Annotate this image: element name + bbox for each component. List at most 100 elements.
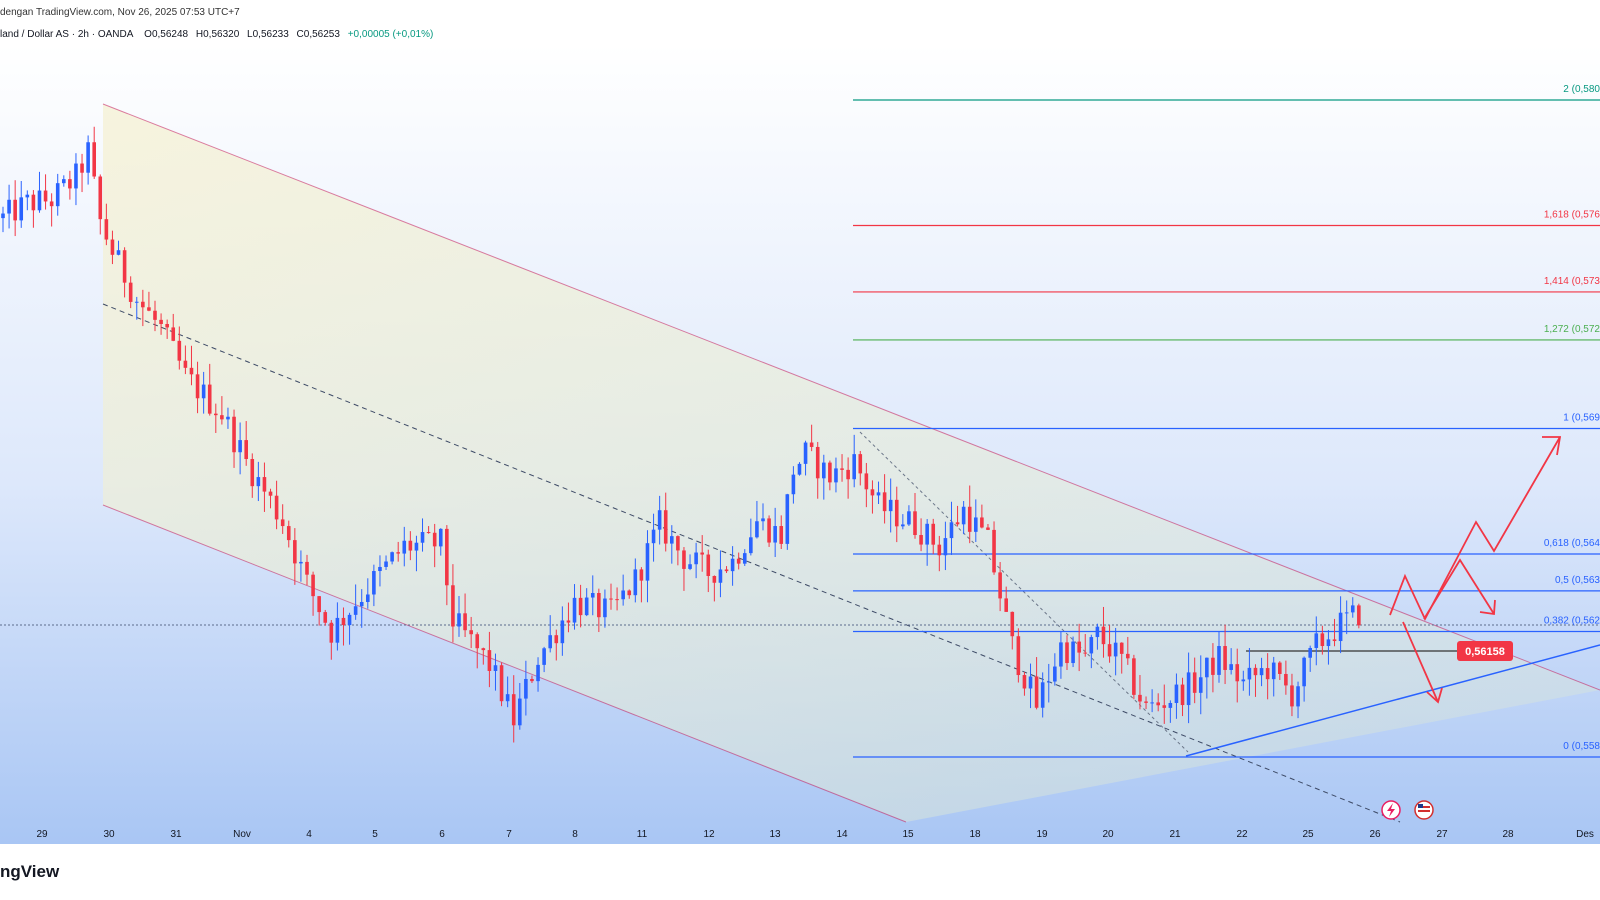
candle-up	[730, 558, 735, 572]
candle-up	[688, 564, 692, 569]
candle-down	[481, 648, 486, 651]
candlesticks	[1, 126, 1361, 743]
x-tick-label: 19	[1036, 829, 1048, 840]
candle-up	[901, 524, 905, 527]
candle-up	[226, 416, 230, 420]
candle-up	[353, 606, 358, 615]
candle-up	[74, 163, 78, 189]
x-tick-label: 28	[1502, 829, 1514, 840]
candle-down	[475, 634, 480, 649]
candle-up	[438, 528, 443, 547]
candle-down	[165, 324, 169, 328]
candle-up	[1198, 677, 1203, 693]
candle-down	[1180, 684, 1185, 706]
projection-bullish-arrow	[1389, 436, 1561, 622]
x-tick-label: Des	[1576, 829, 1594, 840]
candle-down	[499, 665, 504, 702]
candle-down	[566, 620, 571, 623]
trend-dashed-line	[859, 431, 1189, 753]
candle-up	[907, 511, 911, 525]
candle-down	[451, 585, 455, 627]
candle-down	[1138, 694, 1142, 702]
flag-stripe	[1418, 806, 1430, 808]
candle-down	[159, 319, 163, 325]
candle-up	[524, 678, 528, 699]
candle-down	[967, 506, 972, 532]
candle-up	[572, 597, 577, 623]
x-tick-label: 14	[836, 829, 848, 840]
candle-up	[925, 523, 929, 545]
flag-stripe	[1418, 810, 1430, 812]
candle-down	[919, 535, 923, 545]
x-tick-label: 8	[572, 829, 578, 840]
published-text: dengan TradingView.com, Nov 26, 2025 07:…	[0, 7, 240, 18]
candle-down	[80, 163, 84, 173]
event-icons[interactable]	[1381, 800, 1434, 820]
candle-up	[1150, 702, 1154, 704]
candle-up	[1095, 626, 1100, 638]
candle-down	[724, 569, 729, 572]
candle-down	[171, 327, 176, 341]
candle-down	[712, 575, 717, 583]
candle-up	[1314, 633, 1319, 648]
fib-level-label: 0,618 (0,564	[1544, 538, 1600, 549]
candle-down	[1278, 662, 1282, 674]
published-bar: dengan TradingView.com, Nov 26, 2025 07:…	[0, 0, 1600, 24]
fibonacci-levels: 2 (0,580 1,618 (0,576 1,414 (0,573 1,272 (0…	[853, 84, 1600, 758]
candle-up	[1344, 612, 1349, 614]
candle-up	[949, 522, 954, 539]
candle-down	[1357, 605, 1361, 626]
candle-down	[864, 473, 869, 490]
high-value: H0,56320	[195, 29, 240, 40]
x-tick-label: 20	[1102, 829, 1114, 840]
candle-up	[134, 301, 139, 303]
fib-level-label: 1,414 (0,573	[1544, 276, 1600, 287]
candle-up	[542, 648, 546, 665]
candle-down	[809, 442, 814, 447]
candle-up	[1113, 642, 1118, 657]
candle-down	[894, 499, 899, 527]
close-value: C0,56253	[296, 29, 340, 40]
candle-up	[785, 494, 790, 544]
x-tick-label: Nov	[233, 829, 251, 840]
candle-down	[323, 612, 328, 623]
candle-up	[7, 199, 11, 214]
candle-up	[584, 597, 589, 616]
candle-up	[718, 569, 723, 583]
candle-down	[341, 617, 346, 626]
candle-up	[1053, 666, 1057, 682]
current-price-tag: 0,56158	[1457, 641, 1513, 661]
candle-up	[347, 614, 352, 626]
x-tick-label: 22	[1236, 829, 1248, 840]
candle-down	[214, 413, 218, 416]
candle-down	[1126, 653, 1130, 659]
fib-level-label: 0,382 (0,562	[1544, 616, 1600, 627]
candle-up	[1071, 641, 1075, 664]
candle-up	[961, 506, 966, 525]
candle-up	[548, 635, 552, 649]
candle-up	[1059, 642, 1063, 667]
candle-down	[128, 282, 133, 302]
candle-up	[536, 664, 540, 682]
candle-down	[1332, 639, 1337, 642]
candle-down	[445, 528, 449, 586]
candle-up	[761, 518, 765, 522]
candle-up	[19, 197, 24, 221]
fib-level-label: 0 (0,558	[1563, 741, 1600, 752]
candle-up	[876, 492, 881, 496]
candle-up	[590, 593, 595, 598]
candle-down	[153, 310, 157, 320]
candle-up	[366, 594, 370, 602]
candle-up	[603, 598, 607, 618]
candle-down	[141, 301, 145, 308]
candle-down	[1077, 641, 1081, 653]
candle-up	[420, 532, 425, 543]
candle-up	[55, 183, 60, 207]
candle-up	[518, 698, 522, 726]
low-value: L0,56233	[247, 29, 289, 40]
x-tick-label: 11	[637, 829, 648, 840]
candle-down	[317, 596, 321, 613]
x-tick-label: 30	[103, 829, 115, 840]
fib-level-label: 2 (0,580	[1563, 84, 1600, 95]
